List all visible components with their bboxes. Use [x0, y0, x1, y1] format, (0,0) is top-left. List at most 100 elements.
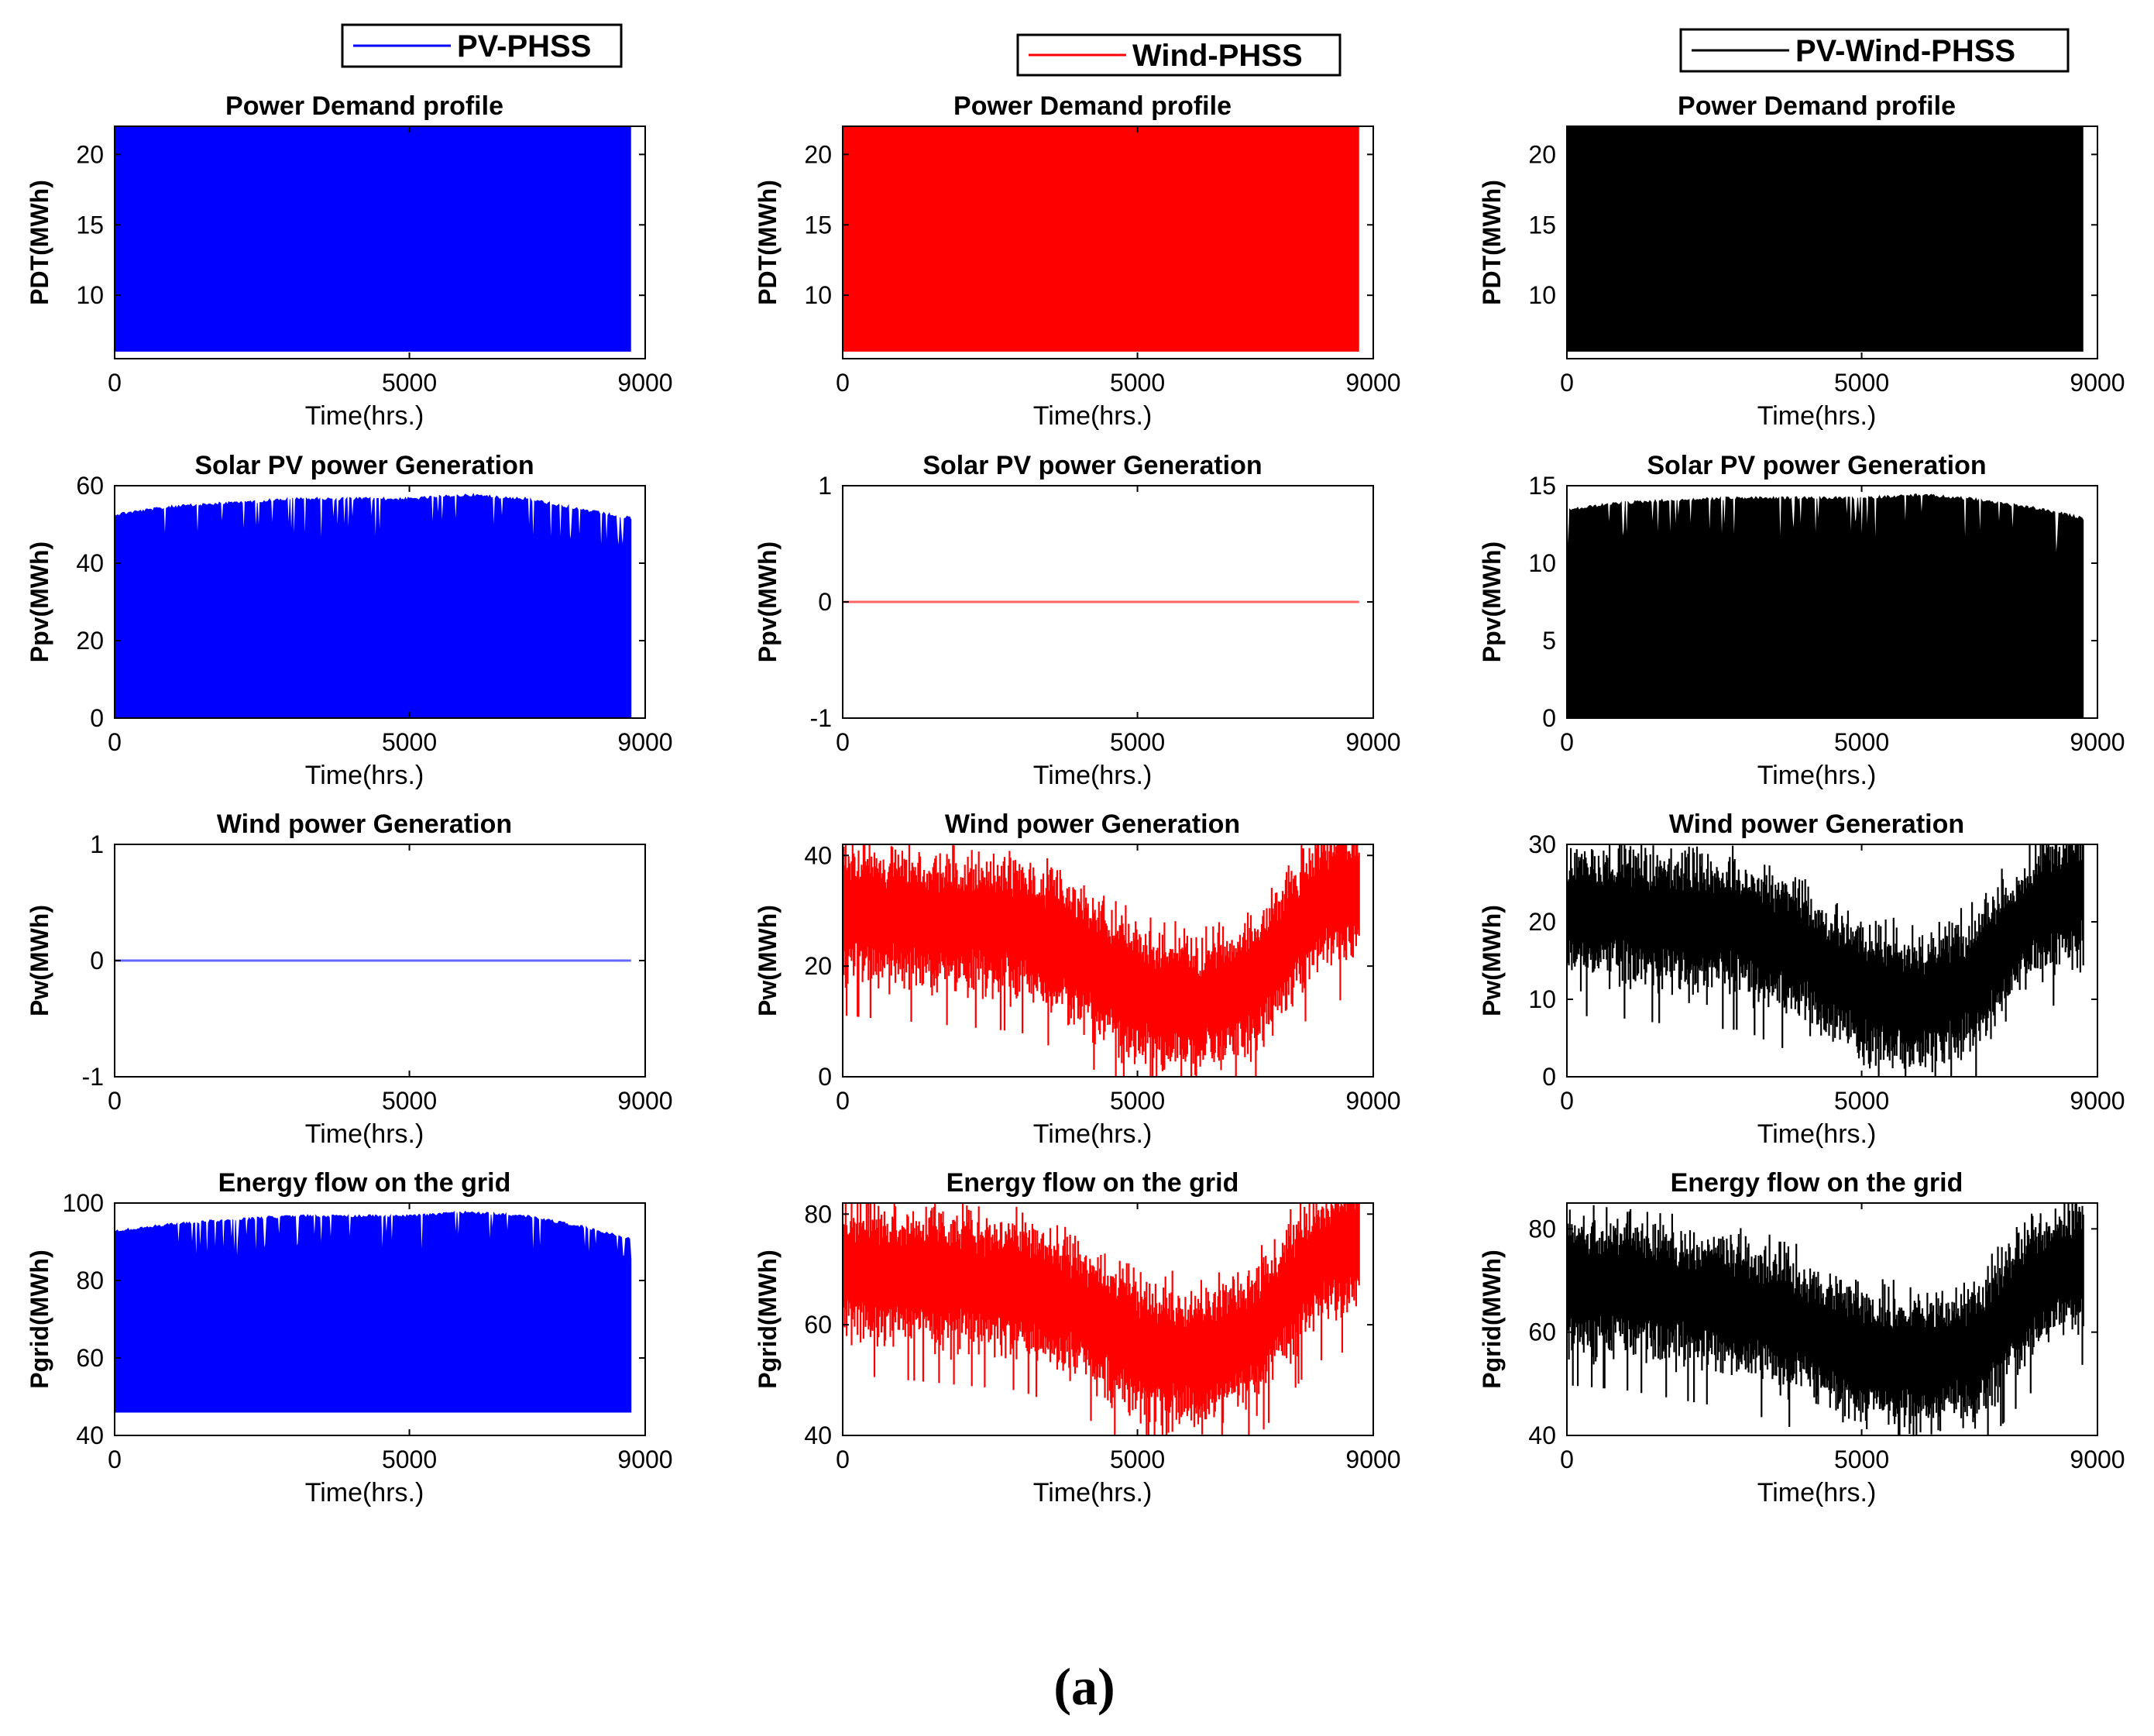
subplot-title: Energy flow on the grid: [946, 1168, 1239, 1198]
subplot-title: Wind power Generation: [945, 810, 1240, 839]
legend-label: PV-PHSS: [457, 29, 591, 64]
x-tick-label: 9000: [1345, 728, 1400, 756]
series-pv-wind-phss: [1567, 493, 2084, 718]
subplot-power-demand-profile-pv-phss: Power Demand profile 0 5000 9000 10 15 20 Time(…: [26, 91, 673, 431]
x-tick-label: 9000: [617, 369, 672, 397]
y-axis-label: Pw(MWh): [754, 905, 782, 1016]
subplot-title: Solar PV power Generation: [194, 451, 534, 480]
series-pv-phss: [115, 1210, 632, 1413]
x-tick-label: 9000: [617, 1087, 672, 1115]
y-tick-label: 60: [76, 1344, 104, 1372]
x-tick-label: 9000: [1345, 369, 1400, 397]
y-axis-label: Pw(MWh): [26, 905, 53, 1016]
x-tick-label: 9000: [1345, 1446, 1400, 1473]
y-tick-label: 20: [804, 952, 832, 980]
series-pv-wind-phss: [1567, 126, 2084, 352]
generation-trace: [115, 493, 632, 718]
y-tick-label: 60: [76, 472, 104, 500]
subplot-title: Solar PV power Generation: [922, 451, 1262, 480]
y-tick-label: 0: [1542, 1063, 1556, 1091]
y-tick-label: 15: [1528, 211, 1556, 239]
subplot-title: Power Demand profile: [225, 91, 503, 121]
y-tick-label: 20: [1528, 140, 1556, 168]
x-axis-label: Time(hrs.): [1033, 401, 1153, 431]
subplot-title: Solar PV power Generation: [1647, 451, 1986, 480]
y-tick-label: 0: [818, 588, 832, 616]
x-axis-label: Time(hrs.): [1757, 1119, 1877, 1149]
series-wind-phss: [843, 126, 1359, 352]
x-tick-label: 5000: [1834, 1446, 1889, 1473]
x-tick-label: 5000: [1110, 1446, 1165, 1473]
subplot-energy-flow-on-the-grid-wind-phss: Energy flow on the grid 0 5000 9000 40 60 80 Ti…: [754, 1168, 1401, 1507]
subplot-wind-power-generation-pv-wind-phss: Wind power Generation 0 5000 9000 0 10 20 30 Tim…: [1478, 810, 2125, 1149]
y-axis-label: Ppv(MWh): [1478, 541, 1506, 662]
y-axis-label: PDT(MWh): [26, 180, 53, 305]
subplot-solar-pv-power-generation-pv-phss: Solar PV power Generation 0 5000 9000 0 20 40 6…: [26, 451, 673, 790]
x-tick-label: 9000: [2070, 1087, 2125, 1115]
x-axis-label: Time(hrs.): [1757, 401, 1877, 431]
x-tick-label: 5000: [1834, 369, 1889, 397]
legend-label: PV-Wind-PHSS: [1795, 34, 2015, 68]
y-tick-label: 80: [804, 1200, 832, 1228]
demand-band: [1567, 126, 2084, 352]
axes-box: [842, 1202, 1374, 1436]
y-tick-label: 80: [76, 1267, 104, 1294]
noisy-trace: [843, 1203, 1360, 1435]
subplot-title: Power Demand profile: [953, 91, 1232, 121]
axes-box: [842, 125, 1374, 359]
y-tick-label: -1: [82, 1063, 104, 1091]
generation-trace: [1567, 493, 2084, 718]
x-tick-label: 9000: [2070, 728, 2125, 756]
series-pv-phss: [115, 493, 632, 718]
x-tick-label: 0: [108, 1087, 122, 1115]
x-tick-label: 5000: [382, 1087, 437, 1115]
axes-box: [1566, 125, 2098, 359]
generation-trace: [115, 1210, 632, 1413]
y-tick-label: 40: [1528, 1421, 1556, 1449]
demand-band: [843, 126, 1359, 352]
y-tick-label: 5: [1542, 627, 1556, 655]
legend-pv-phss: PV-PHSS: [341, 23, 623, 68]
axes-box: [1566, 844, 2098, 1078]
x-tick-label: 0: [108, 369, 122, 397]
legend-layer: PV-PHSS Wind-PHSS PV-Wind-PHSS: [341, 23, 2070, 77]
x-axis-label: Time(hrs.): [1033, 1119, 1153, 1149]
demand-band: [115, 126, 631, 352]
y-tick-label: 40: [76, 1421, 104, 1449]
subplot-title: Wind power Generation: [217, 810, 512, 839]
x-axis-label: Time(hrs.): [305, 1478, 424, 1507]
legend-wind-phss: Wind-PHSS: [1016, 33, 1342, 77]
y-axis-label: Ppv(MWh): [26, 541, 53, 662]
y-axis-label: Pgrid(MWh): [26, 1250, 53, 1389]
x-tick-label: 0: [1560, 369, 1574, 397]
y-tick-label: 10: [1528, 549, 1556, 577]
y-tick-label: 40: [804, 841, 832, 869]
x-tick-label: 0: [836, 369, 850, 397]
y-tick-label: 60: [804, 1311, 832, 1339]
y-tick-label: 0: [818, 1063, 832, 1091]
series-pv-wind-phss: [1567, 1203, 2084, 1435]
x-tick-label: 5000: [1110, 369, 1165, 397]
x-tick-label: 5000: [382, 1446, 437, 1473]
x-tick-label: 5000: [1110, 728, 1165, 756]
x-axis-label: Time(hrs.): [305, 761, 424, 790]
subplot-energy-flow-on-the-grid-pv-wind-phss: Energy flow on the grid 0 5000 9000 40 60 80 Ti…: [1478, 1168, 2125, 1507]
x-tick-label: 0: [836, 1446, 850, 1473]
x-axis-label: Time(hrs.): [1033, 1478, 1153, 1507]
y-tick-label: 10: [76, 281, 104, 309]
y-tick-label: 10: [1528, 985, 1556, 1013]
x-tick-label: 5000: [1834, 1087, 1889, 1115]
y-tick-label: 20: [76, 140, 104, 168]
y-axis-label: PDT(MWh): [754, 180, 782, 305]
subplot-title: Power Demand profile: [1678, 91, 1956, 121]
x-axis-label: Time(hrs.): [305, 401, 424, 431]
x-axis-label: Time(hrs.): [1033, 761, 1153, 790]
y-tick-label: 15: [804, 211, 832, 239]
x-tick-label: 9000: [1345, 1087, 1400, 1115]
noisy-trace: [1567, 1203, 2084, 1435]
subplot-power-demand-profile-wind-phss: Power Demand profile 0 5000 9000 10 15 20 Time(…: [754, 91, 1401, 431]
subplot-power-demand-profile-pv-wind-phss: Power Demand profile 0 5000 9000 10 15 20 Time(…: [1478, 91, 2125, 431]
x-tick-label: 5000: [1110, 1087, 1165, 1115]
